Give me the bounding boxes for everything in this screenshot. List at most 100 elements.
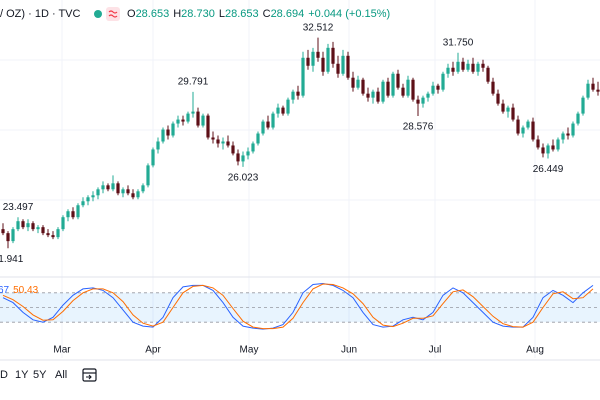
candle-body	[46, 233, 50, 236]
candle-body	[506, 107, 510, 112]
calendar-arrow	[86, 374, 92, 380]
candle-body	[346, 55, 350, 78]
candle-body	[571, 123, 575, 136]
candle-body	[576, 113, 580, 124]
candle-body	[16, 221, 20, 230]
candle-body	[271, 113, 275, 128]
candle-body	[491, 81, 495, 94]
range-button[interactable]: 5Y	[33, 369, 47, 381]
candle-body	[536, 139, 540, 148]
calendar-icon[interactable]	[82, 368, 97, 382]
candle-body	[546, 145, 550, 154]
candle-body	[311, 51, 315, 66]
candle-body	[406, 79, 410, 96]
range-button[interactable]: All	[55, 369, 67, 381]
stoch-value: 50.43	[13, 285, 38, 296]
candle-body	[296, 91, 300, 96]
candle-body	[196, 111, 200, 126]
candle-body	[481, 63, 485, 68]
candle-body	[1, 229, 5, 234]
candle-body	[201, 115, 205, 126]
candle-body	[351, 77, 355, 88]
candle-body	[516, 119, 520, 134]
price-annotation: 21.941	[0, 254, 24, 265]
ohlc-value: 28.694	[271, 8, 305, 20]
candle-body	[231, 145, 235, 154]
ohlc-key: O	[127, 8, 136, 20]
price-annotation: 26.023	[228, 173, 259, 184]
candle-body	[326, 47, 330, 72]
candle-body	[141, 185, 145, 192]
candle-body	[121, 189, 125, 194]
candle-body	[31, 223, 35, 230]
candle-body	[531, 121, 535, 140]
candle-body	[336, 63, 340, 74]
candle-body	[456, 61, 460, 72]
candle-body	[171, 123, 175, 136]
symbol: / OZ) · 1D · TVC	[0, 8, 81, 20]
range-button[interactable]: D	[0, 369, 8, 381]
candle-body	[186, 113, 190, 122]
x-tick-label: May	[240, 345, 259, 356]
candle-body	[96, 189, 100, 196]
ohlc-value: 28.730	[181, 8, 215, 20]
stoch-value: 67	[0, 285, 10, 296]
candle-body	[511, 107, 515, 120]
candle-body	[431, 85, 435, 94]
candle-body	[566, 133, 570, 136]
candle-body	[366, 93, 370, 98]
candle-body	[596, 89, 600, 92]
candle-body	[246, 151, 250, 156]
price-annotation: 23.497	[3, 202, 34, 213]
candle-body	[226, 141, 230, 146]
candle-body	[166, 129, 170, 136]
candle-body	[181, 119, 185, 122]
candle-body	[341, 55, 345, 74]
candle-body	[86, 197, 90, 202]
candle-body	[206, 115, 210, 138]
candle-body	[236, 153, 240, 162]
x-tick-label: Aug	[526, 345, 544, 356]
x-tick-label: Jul	[429, 345, 442, 356]
candle-body	[126, 189, 130, 194]
candle-body	[261, 121, 265, 134]
candle-body	[211, 137, 215, 140]
x-tick-label: Jun	[341, 345, 357, 356]
candle-body	[306, 57, 310, 66]
stoch-line	[2, 282, 594, 330]
ohlc-value: 28.653	[225, 8, 259, 20]
range-button[interactable]: 1Y	[15, 369, 29, 381]
candle-body	[301, 57, 305, 96]
candle-body	[396, 73, 400, 88]
candle-body	[541, 147, 545, 154]
candle-body	[101, 185, 105, 190]
candle-body	[426, 93, 430, 98]
candle-body	[436, 85, 440, 90]
candle-body	[446, 67, 450, 74]
delay-icon	[108, 10, 118, 18]
candle-body	[131, 193, 135, 198]
candle-body	[41, 227, 45, 234]
candle-body	[356, 79, 360, 88]
candle-body	[551, 145, 555, 150]
price-annotation: 32.512	[303, 22, 334, 33]
candle-body	[371, 91, 375, 98]
candle-body	[466, 63, 470, 70]
candle-body	[251, 143, 255, 152]
candle-body	[591, 83, 595, 90]
candle-body	[376, 91, 380, 102]
stoch-line	[2, 283, 594, 330]
candle-body	[461, 61, 465, 70]
candle-body	[321, 57, 325, 72]
candle-body	[51, 235, 55, 238]
candle-body	[61, 217, 65, 230]
ohlc-key: L	[219, 8, 225, 20]
calendar-frame	[82, 368, 97, 382]
ohlc-change: +0.044 (+0.15%)	[308, 8, 390, 20]
candle-body	[411, 79, 415, 100]
candle-body	[476, 63, 480, 72]
candle-body	[116, 183, 120, 194]
candle-body	[361, 79, 365, 94]
candle-body	[11, 229, 15, 242]
candle-body	[401, 87, 405, 96]
